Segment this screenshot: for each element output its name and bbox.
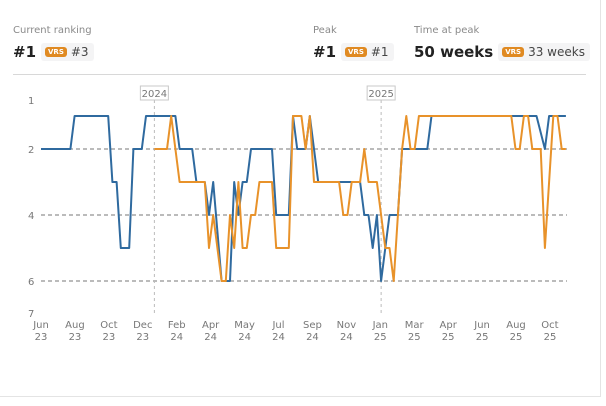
x-tick-month: Oct bbox=[100, 320, 117, 331]
vrs-badge: VRS bbox=[502, 47, 525, 57]
stat-value: #1 bbox=[13, 43, 37, 61]
vrs-badge: VRS bbox=[45, 47, 67, 57]
x-tick-year: 23 bbox=[69, 332, 82, 343]
y-tick-label: 4 bbox=[28, 211, 34, 222]
x-tick-month: Jun bbox=[32, 320, 49, 331]
y-tick-label: 1 bbox=[28, 96, 34, 107]
x-tick-year: 23 bbox=[136, 332, 149, 343]
stat-label: Current ranking bbox=[13, 25, 92, 36]
stat-label: Time at peak bbox=[414, 25, 480, 36]
x-tick-year: 24 bbox=[204, 332, 217, 343]
year-marker-label: 2025 bbox=[368, 89, 393, 100]
stat-label: Peak bbox=[313, 25, 337, 36]
x-tick-year: 24 bbox=[306, 332, 319, 343]
x-tick-year: 25 bbox=[442, 332, 455, 343]
x-tick-month: Jun bbox=[473, 320, 490, 331]
x-tick-year: 24 bbox=[272, 332, 285, 343]
x-tick-year: 24 bbox=[170, 332, 183, 343]
x-tick-month: Apr bbox=[440, 320, 458, 331]
x-tick-month: Aug bbox=[65, 320, 85, 331]
stat-value: #1 bbox=[313, 43, 337, 61]
vrs-compare: VRS 33 weeks bbox=[498, 43, 590, 61]
x-tick-year: 25 bbox=[476, 332, 489, 343]
x-tick-year: 23 bbox=[102, 332, 115, 343]
x-tick-month: Dec bbox=[133, 320, 152, 331]
peak-stat: Peak #1 VRS #1 bbox=[313, 25, 394, 61]
x-tick-month: Oct bbox=[541, 320, 558, 331]
x-tick-month: Jan bbox=[372, 320, 388, 331]
vrs-value: #1 bbox=[370, 45, 389, 59]
x-tick-month: Aug bbox=[506, 320, 526, 331]
divider bbox=[13, 74, 586, 75]
x-tick-month: Nov bbox=[337, 320, 357, 331]
series-line-ranking bbox=[41, 115, 566, 282]
x-tick-month: Apr bbox=[202, 320, 220, 331]
x-tick-year: 25 bbox=[408, 332, 421, 343]
x-tick-year: 23 bbox=[35, 332, 48, 343]
x-tick-year: 24 bbox=[238, 332, 251, 343]
x-tick-year: 24 bbox=[340, 332, 353, 343]
x-tick-month: May bbox=[234, 320, 255, 331]
x-tick-month: Feb bbox=[168, 320, 186, 331]
vrs-value: 33 weeks bbox=[528, 45, 585, 59]
series-line-vrs bbox=[154, 115, 566, 282]
y-tick-label: 6 bbox=[28, 277, 34, 288]
x-tick-month: Jul bbox=[271, 320, 284, 331]
year-marker-label: 2024 bbox=[142, 89, 167, 100]
x-tick-month: Mar bbox=[405, 320, 425, 331]
vrs-badge: VRS bbox=[345, 47, 367, 57]
vrs-compare: VRS #1 bbox=[341, 43, 394, 61]
x-tick-year: 25 bbox=[374, 332, 387, 343]
vrs-value: #3 bbox=[70, 45, 89, 59]
year-marker-box bbox=[366, 85, 396, 101]
x-tick-month: Sep bbox=[303, 320, 322, 331]
x-tick-year: 25 bbox=[544, 332, 557, 343]
stat-value: 50 weeks bbox=[414, 43, 494, 61]
time-at-peak-stat: Time at peak 50 weeks VRS 33 weeks bbox=[414, 25, 590, 61]
current-ranking-stat: Current ranking #1 VRS #3 bbox=[13, 25, 94, 61]
y-tick-label: 7 bbox=[28, 309, 34, 320]
ranking-card bbox=[0, 0, 601, 397]
y-tick-label: 2 bbox=[28, 145, 34, 156]
vrs-compare: VRS #3 bbox=[41, 43, 94, 61]
x-tick-year: 25 bbox=[510, 332, 523, 343]
year-marker-box bbox=[139, 85, 169, 101]
